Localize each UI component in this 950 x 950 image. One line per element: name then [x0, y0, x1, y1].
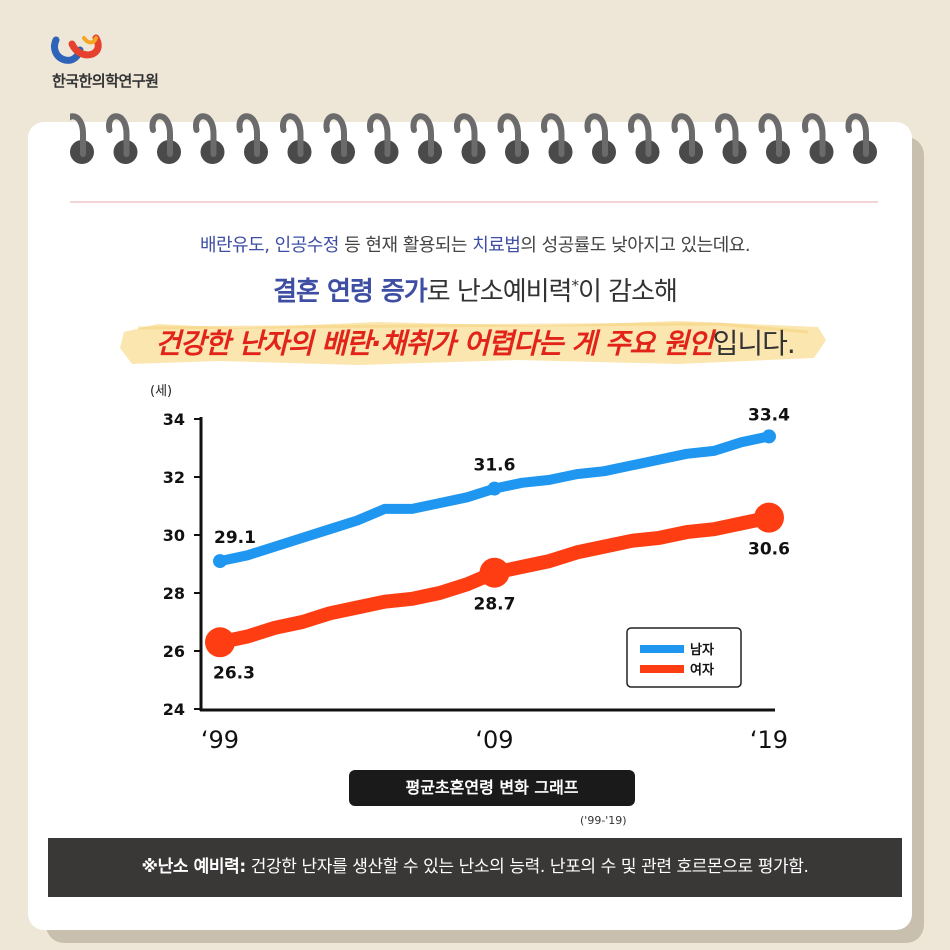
y-tick-label: 30: [163, 526, 185, 545]
chart-caption-range: ('99-'19): [580, 814, 627, 827]
x-tick-label: ‘19: [750, 726, 788, 754]
ring-wire: [367, 113, 391, 157]
highlight-treatment: 치료법: [472, 235, 521, 256]
highlight-marriage-age: 결혼 연령 증가: [273, 277, 428, 307]
text: 의 성공률도 낮아지고 있는데요.: [520, 235, 751, 256]
data-point: [205, 627, 235, 658]
x-tick-label: ‘09: [475, 726, 513, 754]
footnote-box: ※난소 예비력: 건강한 난자를 생산할 수 있는 난소의 능력. 난포의 수 …: [48, 838, 902, 897]
headline-line-1: 배란유도, 인공수정 등 현재 활용되는 치료법의 성공률도 낮아지고 있는데요…: [0, 231, 950, 257]
ring-wire: [454, 113, 478, 157]
footnote-star: *: [571, 276, 578, 295]
spiral-binding: [70, 113, 877, 164]
ring-wire: [671, 113, 695, 157]
data-point: [487, 481, 502, 496]
chart-caption: 평균초혼연령 변화 그래프: [349, 770, 635, 806]
ring-wire: [193, 113, 217, 157]
ring-wire: [628, 113, 652, 157]
legend-label: 남자: [690, 642, 714, 658]
highlight-artificial-insemination: 인공수정: [274, 235, 340, 256]
y-tick-label: 28: [163, 584, 185, 603]
ring-wire: [541, 113, 565, 157]
data-label: 33.4: [748, 405, 790, 425]
y-tick-label: 26: [163, 642, 185, 661]
highlight-brush: [120, 321, 826, 365]
headline-line-3: 건강한 난자의 배란·채취가 어렵다는 게 주요 원인입니다.: [0, 322, 950, 362]
logo-icon: [51, 34, 102, 64]
footnote-text: 건강한 난자를 생산할 수 있는 난소의 능력. 난포의 수 및 관련 호르몬으…: [245, 857, 809, 877]
data-point: [754, 502, 784, 533]
divider: [70, 201, 878, 203]
y-tick-label: 24: [163, 700, 185, 719]
text: 등 현재 활용되는: [338, 235, 473, 256]
ring-wire: [280, 113, 304, 157]
ring-wire: [497, 113, 521, 157]
data-label: 29.1: [214, 528, 256, 548]
y-tick-label: 34: [163, 410, 185, 429]
text: 로 난소예비력: [426, 277, 573, 307]
footnote-term: ※난소 예비력:: [141, 857, 247, 877]
ring-wire: [802, 113, 826, 157]
org-name: 한국한의학연구원: [52, 72, 159, 90]
ring-wire: [715, 113, 739, 157]
text: 입니다.: [712, 327, 796, 360]
line-chart: (세) 24 26 28 30 32 34 ‘99 ‘09 ‘19 29.1 31.6 33.4 26.3…: [150, 384, 790, 754]
highlight-main-cause: 건강한 난자의 배란·채취가 어렵다는 게 주요 원인: [155, 327, 713, 360]
y-tick-label: 32: [163, 468, 185, 487]
ring-wire: [70, 113, 86, 157]
ring-wire: [149, 113, 173, 157]
ring-wire: [410, 113, 434, 157]
data-point: [762, 429, 776, 444]
headline-line-2: 결혼 연령 증가로 난소예비력*이 감소해: [0, 271, 950, 308]
ring-wire: [584, 113, 608, 157]
data-label: 26.3: [213, 663, 255, 683]
data-point: [213, 554, 227, 569]
data-label: 31.6: [474, 456, 516, 476]
ring-wire: [236, 113, 260, 157]
ring-wire: [845, 113, 869, 157]
separator: ,: [264, 235, 275, 256]
legend-label: 여자: [690, 662, 714, 678]
legend-box: [626, 627, 742, 688]
x-tick-label: ‘99: [201, 726, 239, 754]
highlight-ovulation-induction: 배란유도: [199, 235, 265, 256]
ring-wire: [106, 113, 130, 157]
y-axis-label: (세): [150, 384, 172, 399]
ring-wire: [758, 113, 782, 157]
data-label: 28.7: [474, 595, 516, 615]
text: 이 감소해: [577, 277, 678, 307]
ring-wire: [323, 113, 347, 157]
data-label: 30.6: [748, 540, 790, 560]
data-point: [479, 557, 510, 588]
